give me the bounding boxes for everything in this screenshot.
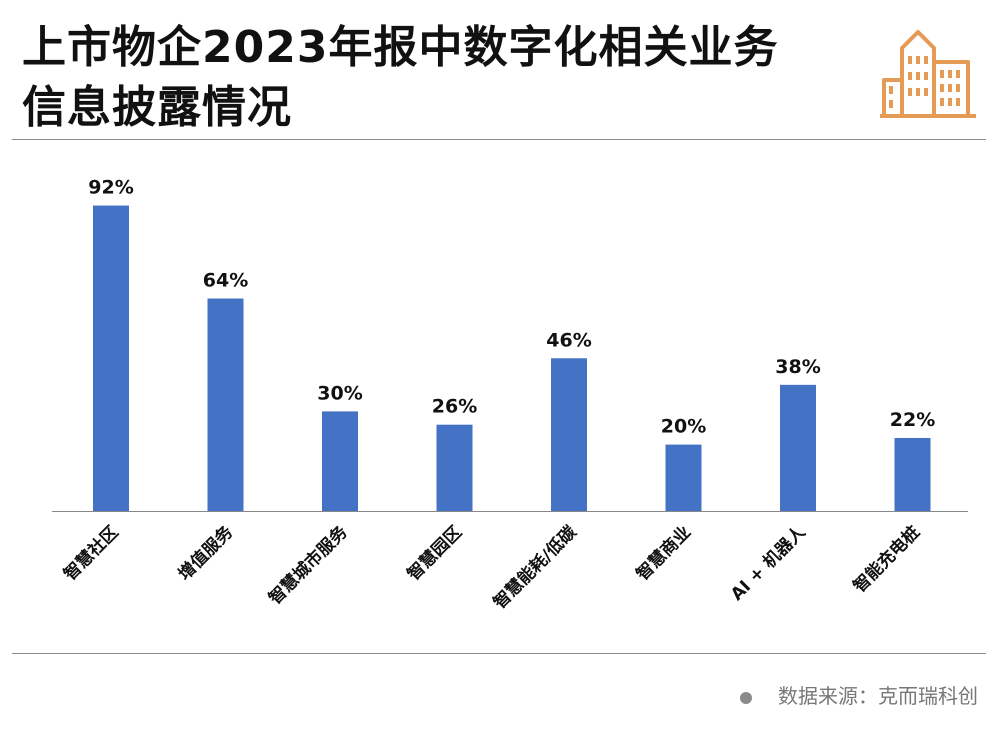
category-label-6: 智慧商业 xyxy=(632,522,695,585)
bar-8 xyxy=(894,437,931,511)
building-logo-icon xyxy=(880,30,976,118)
bar-6 xyxy=(665,444,702,511)
bar-2 xyxy=(207,298,244,511)
data-label-1: 92% xyxy=(88,177,133,199)
source-note: 数据来源：克而瑞科创 xyxy=(740,680,978,709)
bar-3 xyxy=(322,411,358,511)
category-label-5: 智慧能耗/低碳 xyxy=(489,521,581,613)
title-line-1: 上市物企2023年报中数字化相关业务 xyxy=(22,22,779,73)
data-label-5: 46% xyxy=(546,329,591,351)
source-dot-icon xyxy=(740,691,752,704)
chart-title: 上市物企2023年报中数字化相关业务 信息披露情况 xyxy=(22,18,778,138)
title-line-2: 信息披露情况 xyxy=(22,82,292,133)
category-label-2: 增值服务 xyxy=(174,521,238,585)
data-label-7: 38% xyxy=(775,356,820,378)
category-label-8: 智能充电桩 xyxy=(849,522,924,597)
source-text: 数据来源：克而瑞科创 xyxy=(778,684,978,708)
footer-divider xyxy=(12,653,986,654)
bar-1 xyxy=(93,205,129,511)
data-label-4: 26% xyxy=(432,396,477,418)
category-label-7: AI + 机器人 xyxy=(726,521,810,605)
bar-7 xyxy=(780,384,816,511)
category-label-1: 智慧社区 xyxy=(60,522,123,585)
data-label-2: 64% xyxy=(203,270,248,292)
category-label-4: 智慧园区 xyxy=(403,522,466,585)
header-divider xyxy=(12,139,986,140)
bar-4 xyxy=(436,424,473,511)
data-label-6: 20% xyxy=(661,416,706,438)
category-label-3: 智慧城市服务 xyxy=(265,521,353,609)
data-label-8: 22% xyxy=(890,409,935,431)
bar-5 xyxy=(551,358,587,511)
data-label-3: 30% xyxy=(317,382,362,404)
